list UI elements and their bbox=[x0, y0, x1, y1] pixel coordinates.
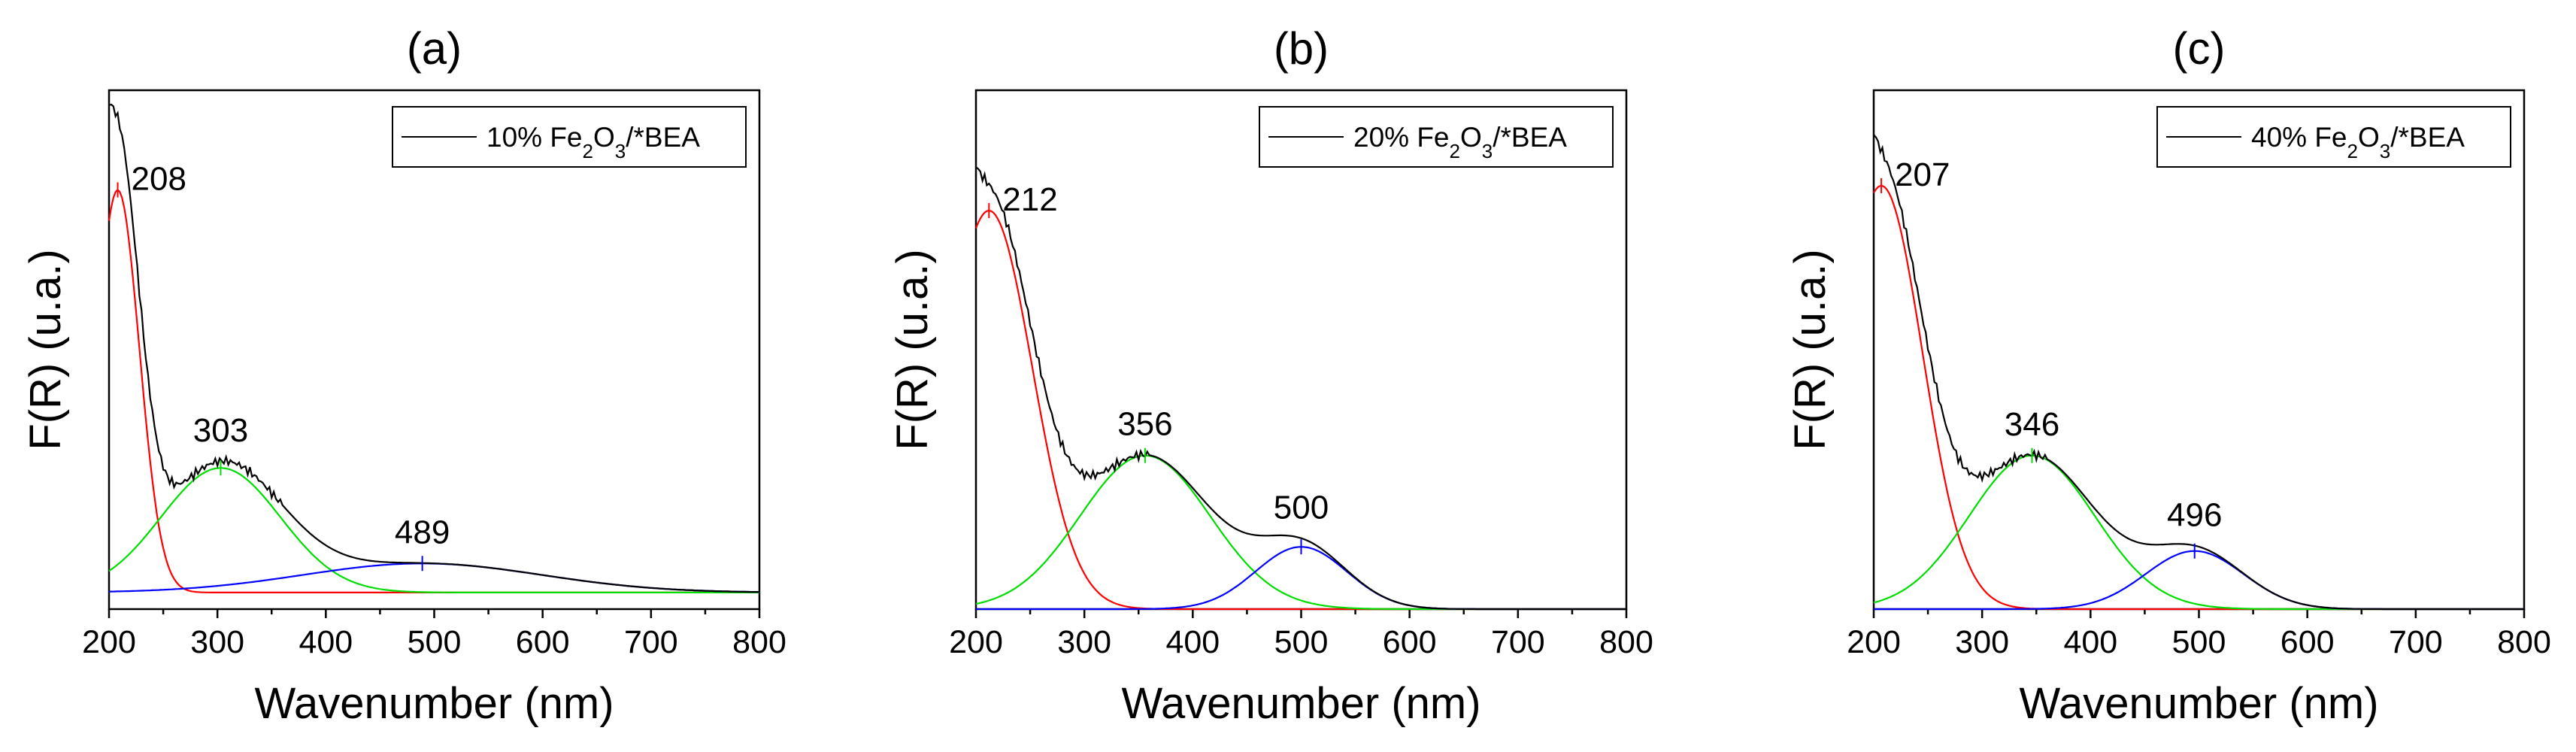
x-tick-label: 600 bbox=[516, 624, 570, 660]
legend-label: 10% Fe2O3/*BEA bbox=[486, 122, 700, 162]
legend-label: 40% Fe2O3/*BEA bbox=[2251, 122, 2465, 162]
component-curve-1 bbox=[1873, 185, 2524, 611]
peak-label: 208 bbox=[132, 160, 186, 197]
panel-title: (c) bbox=[2173, 23, 2226, 74]
chart-panel-3: 200 300 400 500 600 700 800 Wavenumber (nm) F(R)… bbox=[1786, 23, 2551, 728]
chart-panel-1: 200 300 400 500 600 700 800 Wavenumber (nm) F(R)… bbox=[21, 23, 786, 728]
x-tick-label: 600 bbox=[2281, 624, 2335, 660]
x-tick-label: 500 bbox=[2172, 624, 2226, 660]
x-axis-title: Wavenumber (nm) bbox=[2019, 679, 2378, 728]
peak-label: 489 bbox=[395, 514, 450, 551]
x-tick-label: 400 bbox=[2063, 624, 2117, 660]
peak-label: 303 bbox=[193, 412, 248, 449]
component-curve-2 bbox=[975, 454, 1626, 611]
y-axis-title: F(R) (u.a.) bbox=[888, 249, 937, 450]
y-axis-title: F(R) (u.a.) bbox=[1786, 249, 1835, 450]
peak-label: 207 bbox=[1895, 156, 1950, 193]
total-curve bbox=[1873, 134, 2524, 611]
x-tick-label: 300 bbox=[190, 624, 244, 660]
x-tick-label: 500 bbox=[408, 624, 462, 660]
x-axis-title: Wavenumber (nm) bbox=[254, 679, 614, 728]
peak-label: 212 bbox=[1002, 181, 1057, 218]
x-axis-title: Wavenumber (nm) bbox=[1121, 679, 1480, 728]
x-tick-label: 400 bbox=[299, 624, 353, 660]
x-tick-label: 200 bbox=[82, 624, 136, 660]
x-tick-label: 300 bbox=[1955, 624, 2009, 660]
peak-label: 346 bbox=[2005, 406, 2059, 443]
peak-label: 496 bbox=[2167, 497, 2222, 534]
legend-label: 20% Fe2O3/*BEA bbox=[1353, 122, 1567, 162]
x-tick-label: 800 bbox=[1599, 624, 1653, 660]
x-tick-label: 500 bbox=[1274, 624, 1329, 660]
panel-title: (a) bbox=[407, 23, 462, 74]
x-tick-label: 700 bbox=[624, 624, 678, 660]
total-curve bbox=[108, 103, 759, 593]
total-curve bbox=[975, 166, 1626, 611]
panel-title: (b) bbox=[1274, 23, 1329, 74]
x-tick-label: 300 bbox=[1057, 624, 1111, 660]
component-curve-3 bbox=[108, 562, 759, 593]
peak-label: 500 bbox=[1274, 490, 1329, 526]
plot-frame bbox=[974, 89, 1628, 611]
y-axis-title: F(R) (u.a.) bbox=[21, 249, 70, 450]
x-tick-label: 800 bbox=[2497, 624, 2551, 660]
x-tick-label: 800 bbox=[732, 624, 786, 660]
x-tick-label: 600 bbox=[1383, 624, 1437, 660]
x-tick-label: 200 bbox=[1847, 624, 1901, 660]
chart-panel-2: 200 300 400 500 600 700 800 Wavenumber (nm) F(R)… bbox=[888, 23, 1653, 728]
x-tick-label: 700 bbox=[2389, 624, 2443, 660]
component-curve-3 bbox=[1874, 550, 2524, 611]
x-tick-label: 200 bbox=[949, 624, 1003, 660]
x-tick-label: 700 bbox=[1491, 624, 1545, 660]
peak-label: 356 bbox=[1117, 406, 1172, 443]
x-tick-label: 400 bbox=[1165, 624, 1220, 660]
